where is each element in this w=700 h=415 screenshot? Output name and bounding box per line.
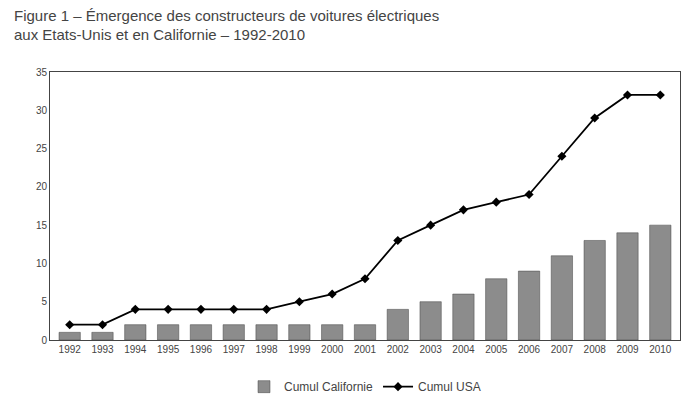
svg-text:2008: 2008	[584, 344, 607, 355]
svg-text:30: 30	[36, 105, 48, 116]
svg-text:1998: 1998	[255, 344, 278, 355]
svg-text:2005: 2005	[485, 344, 508, 355]
svg-text:Cumul Californie: Cumul Californie	[284, 380, 373, 394]
svg-text:1999: 1999	[288, 344, 311, 355]
svg-text:20: 20	[36, 181, 48, 192]
svg-text:Figure 1 – Émergence des const: Figure 1 – Émergence des constructeurs d…	[14, 7, 439, 44]
svg-text:1993: 1993	[91, 344, 114, 355]
svg-text:Cumul USA: Cumul USA	[418, 380, 481, 394]
svg-text:25: 25	[36, 143, 48, 154]
svg-text:10: 10	[36, 258, 48, 269]
svg-text:2003: 2003	[420, 344, 443, 355]
svg-text:2009: 2009	[616, 344, 639, 355]
svg-text:0: 0	[41, 335, 47, 346]
svg-text:2010: 2010	[649, 344, 672, 355]
svg-text:1994: 1994	[124, 344, 147, 355]
svg-text:5: 5	[41, 296, 47, 307]
svg-text:2002: 2002	[387, 344, 410, 355]
svg-text:2006: 2006	[518, 344, 541, 355]
svg-text:35: 35	[36, 67, 48, 78]
svg-text:1992: 1992	[59, 344, 82, 355]
svg-text:1996: 1996	[190, 344, 213, 355]
svg-text:2001: 2001	[354, 344, 377, 355]
svg-text:1997: 1997	[223, 344, 246, 355]
svg-text:1995: 1995	[157, 344, 180, 355]
svg-text:2007: 2007	[551, 344, 574, 355]
svg-text:2000: 2000	[321, 344, 344, 355]
svg-text:2004: 2004	[452, 344, 475, 355]
svg-text:15: 15	[36, 220, 48, 231]
